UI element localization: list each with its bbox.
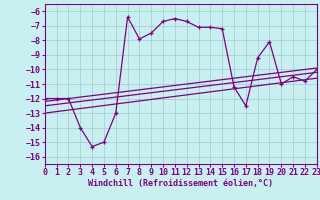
X-axis label: Windchill (Refroidissement éolien,°C): Windchill (Refroidissement éolien,°C)	[88, 179, 273, 188]
